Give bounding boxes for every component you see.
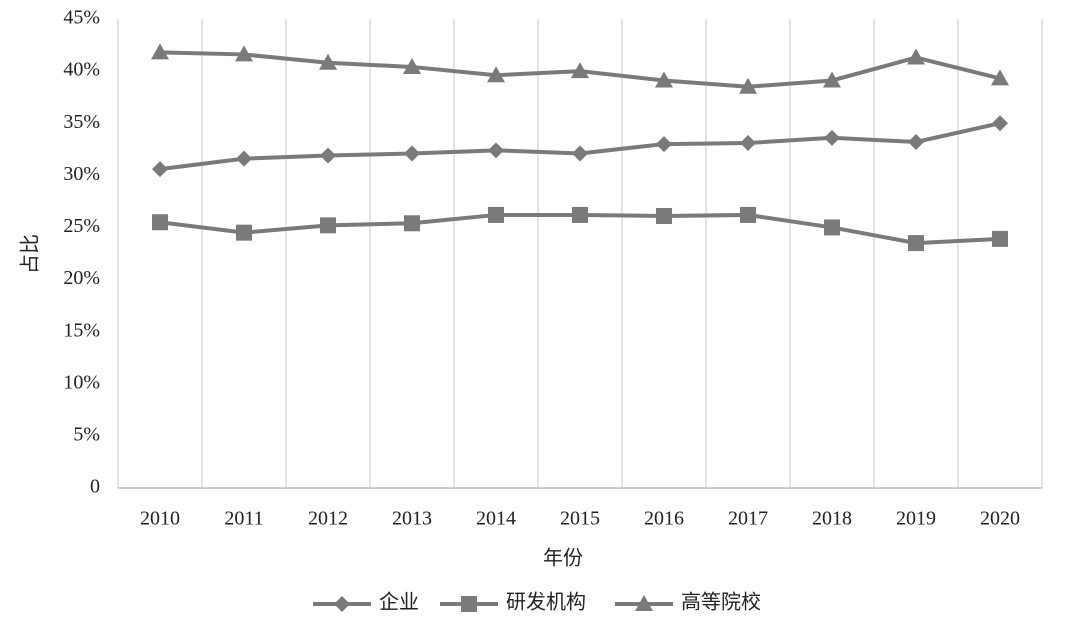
y-tick-label: 10% [63, 371, 100, 393]
y-tick-label: 35% [63, 111, 100, 133]
x-tick-label: 2014 [476, 508, 516, 530]
y-tick-label: 30% [63, 163, 100, 185]
point [236, 224, 252, 241]
x-tick-label: 2013 [392, 508, 432, 530]
point [152, 161, 168, 178]
y-tick-label: 0 [90, 476, 100, 498]
point [656, 136, 672, 153]
point [824, 129, 840, 146]
point [907, 48, 925, 65]
x-tick-label: 2019 [896, 508, 936, 530]
point [319, 53, 337, 70]
x-tick-label: 2016 [644, 508, 684, 530]
x-tick-label: 2020 [980, 508, 1020, 530]
point [655, 71, 673, 88]
point [235, 45, 253, 62]
point [739, 77, 757, 94]
point [740, 135, 756, 152]
point [488, 142, 504, 159]
x-axis-title: 年份 [543, 547, 583, 570]
x-tick-label: 2017 [728, 508, 768, 530]
point [404, 145, 420, 162]
point [572, 145, 588, 162]
point [740, 206, 756, 223]
point [487, 66, 505, 83]
point [152, 214, 168, 231]
legend-label: 研发机构 [506, 591, 586, 614]
y-tick-label: 40% [63, 59, 100, 81]
point [488, 206, 504, 223]
point [656, 207, 672, 224]
point [151, 43, 169, 60]
point [908, 235, 924, 252]
point [823, 71, 841, 88]
x-tick-label: 2018 [812, 508, 852, 530]
legend-marker [635, 595, 653, 611]
y-tick-label: 25% [63, 215, 100, 237]
point [572, 206, 588, 223]
point [320, 147, 336, 164]
x-tick-label: 2015 [560, 508, 600, 530]
legend-marker [461, 596, 477, 612]
y-tick-label: 20% [63, 267, 100, 289]
legend-label: 高等院校 [681, 591, 761, 614]
legend-label: 企业 [379, 591, 419, 614]
y-tick-label: 5% [73, 423, 100, 445]
x-tick-label: 2010 [140, 508, 180, 530]
x-tick-label: 2012 [308, 508, 348, 530]
y-tick-label: 15% [63, 319, 100, 341]
y-tick-label: 45% [63, 7, 100, 29]
point [908, 133, 924, 150]
x-tick-label: 2011 [224, 508, 263, 530]
point [824, 219, 840, 236]
point [992, 115, 1008, 132]
point [403, 57, 421, 74]
legend-marker [334, 596, 350, 612]
point [404, 215, 420, 232]
point [992, 230, 1008, 247]
point [236, 150, 252, 167]
y-axis-title: 占比 [19, 234, 42, 274]
point [571, 62, 589, 79]
point [320, 217, 336, 234]
point [991, 69, 1009, 86]
